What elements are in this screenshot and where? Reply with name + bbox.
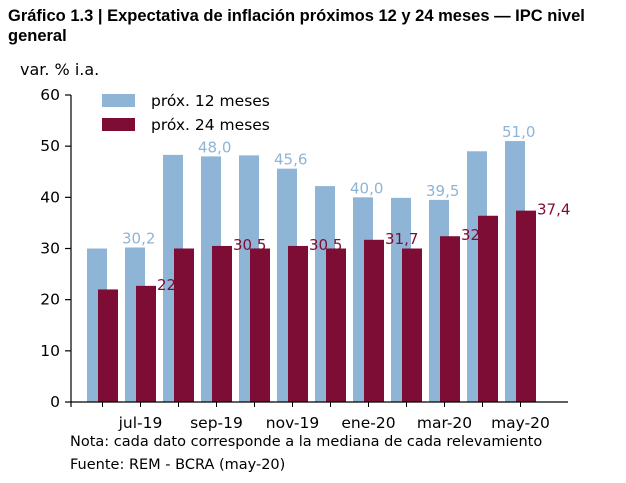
bar-24m-8 bbox=[402, 248, 422, 402]
bar-24m-1 bbox=[136, 285, 156, 402]
legend-label-0: próx. 12 meses bbox=[151, 92, 270, 110]
data-label-24m-7: 31,7 bbox=[385, 230, 418, 248]
data-label-12m-7: 40,0 bbox=[350, 179, 383, 197]
legend-swatch-0 bbox=[102, 94, 135, 107]
y-tick-label-50: 50 bbox=[40, 137, 60, 155]
chart-note: Nota: cada dato corresponde a la mediana… bbox=[70, 434, 543, 450]
y-tick-label-0: 0 bbox=[50, 393, 60, 411]
bar-24m-5 bbox=[288, 245, 308, 402]
bar-24m-11 bbox=[516, 210, 536, 402]
y-tick-label-40: 40 bbox=[40, 188, 60, 206]
chart-title: Gráfico 1.3 | Expectativa de inflación p… bbox=[8, 7, 585, 45]
y-axis-unit-label: var. % i.a. bbox=[20, 60, 100, 79]
data-label-12m-1: 30,2 bbox=[122, 229, 155, 247]
x-tick-label-1: jul-19 bbox=[118, 414, 163, 432]
y-tick-label-30: 30 bbox=[40, 240, 60, 258]
y-tick-label-60: 60 bbox=[40, 86, 60, 104]
bar-24m-9 bbox=[440, 236, 460, 402]
data-label-12m-3: 48,0 bbox=[198, 138, 231, 156]
y-tick-label-10: 10 bbox=[40, 342, 60, 360]
bar-24m-10 bbox=[478, 215, 498, 402]
data-label-24m-5: 30,5 bbox=[309, 236, 342, 254]
data-label-12m-9: 39,5 bbox=[426, 182, 459, 200]
bar-24m-7 bbox=[364, 239, 384, 402]
y-tick-label-20: 20 bbox=[40, 291, 60, 309]
legend-swatch-1 bbox=[102, 118, 135, 131]
bar-24m-0 bbox=[98, 289, 118, 402]
x-tick-label-3: sep-19 bbox=[190, 414, 243, 432]
data-label-24m-1: 22, bbox=[157, 276, 181, 294]
x-tick-label-9: mar-20 bbox=[417, 414, 472, 432]
chart-source: Fuente: REM - BCRA (may-20) bbox=[70, 457, 286, 473]
data-label-24m-9: 32,4 bbox=[461, 226, 494, 244]
bar-24m-4 bbox=[250, 248, 270, 402]
bar-24m-2 bbox=[174, 248, 194, 402]
data-label-24m-3: 30,5 bbox=[233, 236, 266, 254]
x-tick-label-5: nov-19 bbox=[266, 414, 319, 432]
bar-24m-3 bbox=[212, 245, 232, 402]
x-tick-label-11: may-20 bbox=[491, 414, 550, 432]
bar-24m-6 bbox=[326, 248, 346, 402]
legend-label-1: próx. 24 meses bbox=[151, 116, 270, 134]
data-label-24m-11: 37,4 bbox=[537, 201, 570, 219]
data-label-12m-11: 51,0 bbox=[502, 123, 535, 141]
data-label-12m-5: 45,6 bbox=[274, 151, 307, 169]
x-tick-label-7: ene-20 bbox=[341, 414, 395, 432]
